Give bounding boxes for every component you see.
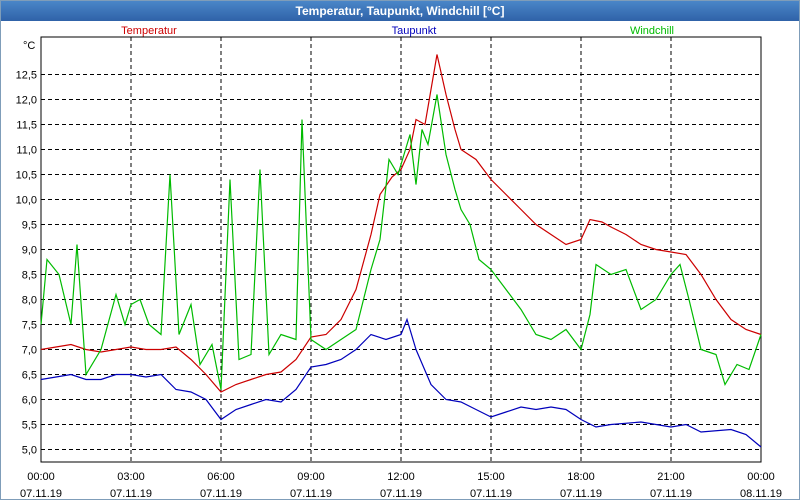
x-tick-time: 12:00 — [387, 471, 415, 483]
y-tick-label: 5,5 — [22, 420, 37, 432]
x-tick-time: 15:00 — [477, 471, 505, 483]
legend: Temperatur Taupunkt Windchill — [121, 25, 674, 37]
y-tick-label: 7,5 — [22, 320, 37, 332]
y-tick-label: 8,5 — [22, 270, 37, 282]
grid — [41, 37, 761, 462]
legend-temperatur: Temperatur — [121, 25, 177, 37]
series-line-windchill — [40, 94, 762, 390]
y-tick-label: 11,5 — [16, 120, 37, 132]
y-tick-label: 9,0 — [22, 245, 37, 257]
y-tick-label: 6,5 — [22, 370, 37, 382]
x-tick-date: 07.11.19 — [650, 488, 692, 500]
x-tick-date: 07.11.19 — [380, 488, 422, 500]
x-tick-date: 07.11.19 — [200, 488, 242, 500]
x-tick-date: 07.11.19 — [20, 488, 62, 500]
y-tick-label: 6,0 — [22, 395, 37, 407]
x-axis-ticks: 00:00 07.11.19 03:00 07.11.19 06:00 07.11.19 0… — [20, 471, 782, 500]
x-tick-date: 07.11.19 — [110, 488, 152, 500]
y-tick-label: 10,5 — [16, 170, 37, 182]
series-line-temperatur — [40, 54, 762, 393]
series-lines — [40, 54, 762, 448]
legend-windchill: Windchill — [630, 25, 674, 37]
y-tick-label: 11,0 — [16, 145, 37, 157]
x-tick-time: 06:00 — [207, 471, 235, 483]
x-tick-time: 09:00 — [297, 471, 325, 483]
y-tick-label: 12,0 — [16, 95, 37, 107]
y-tick-label: 12,5 — [16, 70, 37, 82]
legend-taupunkt: Taupunkt — [392, 25, 437, 37]
y-tick-label: 5,0 — [22, 445, 37, 457]
chart-svg: 5,0 5,5 6,0 6,5 7,0 7,5 8,0 8,5 9,0 9,5 10,0 10,5 11… — [16, 25, 782, 500]
x-tick-date: 07.11.19 — [290, 488, 332, 500]
x-tick-date: 07.11.19 — [470, 488, 512, 500]
x-tick-time: 03:00 — [117, 471, 145, 483]
series-line-taupunkt — [40, 317, 762, 448]
x-tick-time: 00:00 — [747, 471, 775, 483]
y-tick-label: 9,5 — [22, 220, 37, 232]
x-tick-time: 21:00 — [657, 471, 685, 483]
x-tick-time: 00:00 — [27, 471, 55, 483]
chart-title: Temperatur, Taupunkt, Windchill [°C] — [1, 1, 799, 21]
y-tick-label: 7,0 — [22, 345, 37, 357]
y-axis-ticks: 5,0 5,5 6,0 6,5 7,0 7,5 8,0 8,5 9,0 9,5 10,0 10,5 11… — [16, 70, 37, 457]
x-tick-date: 08.11.19 — [740, 488, 782, 500]
y-tick-label: 8,0 — [22, 295, 37, 307]
x-tick-date: 07.11.19 — [560, 488, 602, 500]
y-axis-label: °C — [23, 40, 35, 52]
y-tick-label: 10,0 — [16, 195, 37, 207]
x-tick-time: 18:00 — [567, 471, 595, 483]
